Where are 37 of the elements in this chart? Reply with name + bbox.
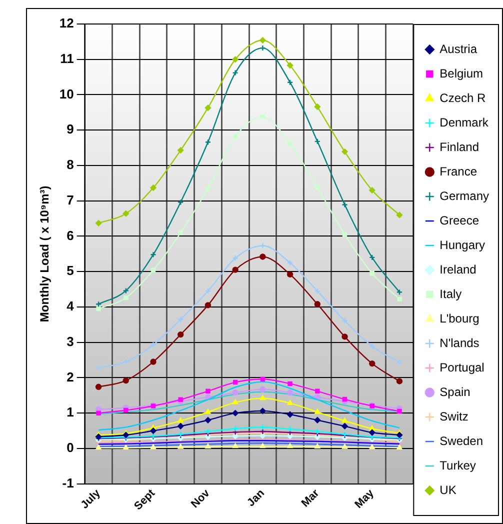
legend-label: Turkey	[440, 458, 476, 472]
y-tick-label: 7	[66, 192, 74, 208]
legend-label: Germany	[440, 188, 490, 203]
y-tick-label: 1	[66, 404, 74, 420]
y-tick-label: 3	[66, 334, 74, 349]
y-tick-label: 9	[66, 122, 74, 137]
y-axis-title: Monthly Load ( x 10⁹m³)	[38, 186, 52, 322]
legend-label: Hungary	[440, 238, 486, 252]
legend-label: Austria	[440, 42, 478, 56]
y-tick-label: 12	[59, 16, 74, 31]
x-tick-label: Jan	[245, 487, 268, 510]
legend-label: Italy	[440, 286, 462, 301]
legend-label: N'lands	[440, 336, 480, 350]
legend-label: Czech R	[440, 90, 486, 105]
legend-label: L'bourg	[440, 311, 480, 326]
y-tick-label: 11	[60, 50, 74, 66]
legend-label: Greece	[440, 213, 480, 228]
x-tick-label: Mar	[299, 486, 322, 510]
legend-label: UK	[440, 482, 456, 497]
legend-label: Ireland	[440, 262, 476, 276]
y-tick-label: 6	[66, 228, 74, 243]
legend-label: France	[440, 164, 478, 178]
legend-label: Switz	[440, 409, 468, 424]
y-tick-label: 10	[59, 86, 74, 102]
y-tick-label: 2	[66, 369, 74, 384]
x-tick-label: Nov	[189, 486, 213, 510]
y-tick-label: -1	[62, 475, 74, 490]
legend-label: Sweden	[440, 434, 484, 448]
legend-label: Portugal	[440, 360, 484, 374]
y-tick-label: 0	[66, 440, 74, 456]
legend-label: Spain	[440, 384, 470, 399]
y-tick-label: 4	[66, 298, 75, 314]
legend-label: Denmark	[440, 115, 490, 130]
y-tick-label: 8	[66, 157, 74, 172]
legend-label: Finland	[440, 140, 480, 154]
y-tick-label: 5	[66, 263, 74, 278]
legend-label: Belgium	[440, 66, 484, 80]
